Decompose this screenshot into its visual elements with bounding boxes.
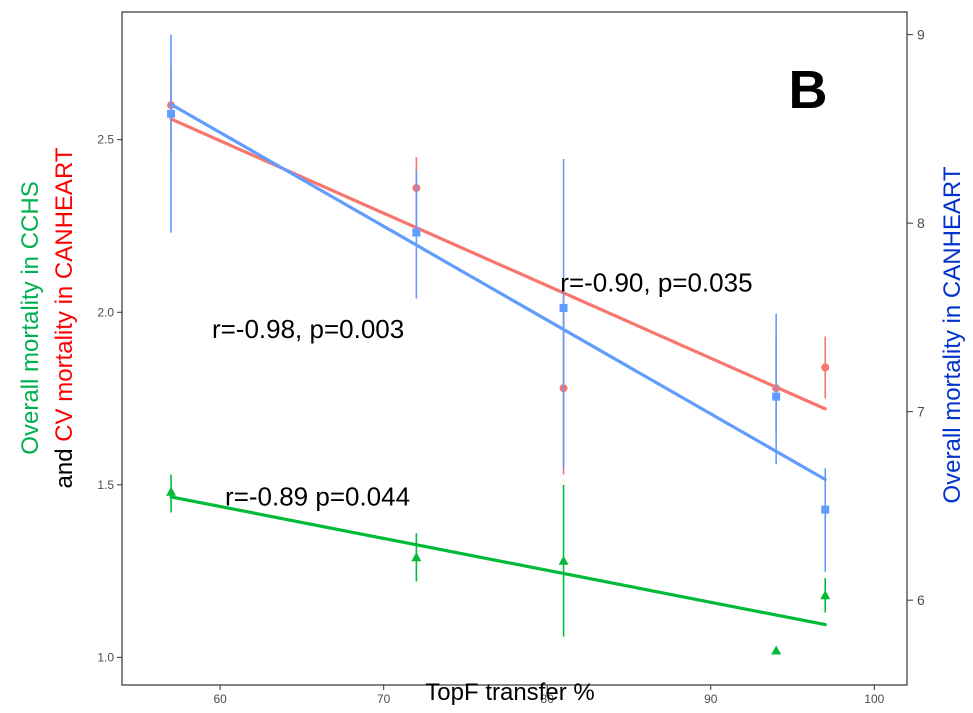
y-axis-left: 1.0 1.5 2.0 2.5 bbox=[97, 133, 122, 664]
series-2 bbox=[166, 474, 831, 655]
x-tick-label: 100 bbox=[864, 692, 884, 706]
correlation-annotation: r=-0.90, p=0.035 bbox=[560, 268, 752, 298]
y-axis-right: 6 7 8 9 bbox=[907, 27, 925, 608]
x-tick-label: 70 bbox=[377, 692, 391, 706]
plot-marks bbox=[166, 34, 831, 655]
plot-panel-border bbox=[121, 11, 908, 686]
data-point bbox=[167, 109, 176, 118]
x-axis: 60 70 80 90 100 bbox=[213, 685, 885, 706]
fit-line bbox=[169, 102, 827, 482]
data-point bbox=[166, 486, 177, 496]
y-right-tick-label: 9 bbox=[917, 27, 925, 43]
panel-label: B bbox=[789, 60, 828, 120]
y-axis-right-title: Overall mortality in CANHEART bbox=[939, 166, 966, 503]
x-tick-label: 90 bbox=[704, 692, 718, 706]
correlation-annotation: r=-0.89 p=0.044 bbox=[225, 482, 410, 512]
y-left-tick-label: 1.5 bbox=[97, 478, 114, 492]
data-point bbox=[559, 303, 568, 312]
x-tick-label: 60 bbox=[213, 692, 227, 706]
y-axis-left-title-prefix: and bbox=[51, 442, 78, 489]
y-left-tick-label: 1.0 bbox=[97, 650, 114, 664]
correlation-annotation: r=-0.98, p=0.003 bbox=[212, 314, 404, 344]
data-point bbox=[411, 552, 422, 562]
y-left-tick-label: 2.0 bbox=[97, 305, 114, 319]
y-left-tick-label: 2.5 bbox=[97, 133, 114, 147]
y-right-tick-label: 7 bbox=[917, 404, 925, 420]
y-axis-left-title-highlight: CV mortality in CANHEART bbox=[51, 147, 78, 442]
y-right-tick-label: 6 bbox=[917, 592, 925, 608]
fit-line bbox=[169, 495, 827, 627]
annotations: r=-0.90, p=0.035 r=-0.98, p=0.003 r=-0.89 … bbox=[212, 268, 753, 512]
y-right-tick-label: 8 bbox=[917, 215, 925, 231]
x-tick-label: 80 bbox=[541, 692, 555, 706]
x-axis-title: TopF transfer % bbox=[425, 679, 594, 706]
data-point bbox=[821, 505, 830, 514]
y-axis-left-title-line2: and CV mortality in CANHEART bbox=[51, 147, 78, 488]
data-point bbox=[412, 228, 421, 237]
series-1 bbox=[167, 34, 830, 572]
data-point bbox=[820, 590, 831, 600]
data-point bbox=[821, 363, 830, 372]
data-point bbox=[558, 555, 569, 565]
data-point bbox=[772, 392, 781, 401]
y-axis-left-title-line1: Overall mortality in CCHS bbox=[17, 181, 44, 454]
data-point bbox=[771, 645, 782, 655]
